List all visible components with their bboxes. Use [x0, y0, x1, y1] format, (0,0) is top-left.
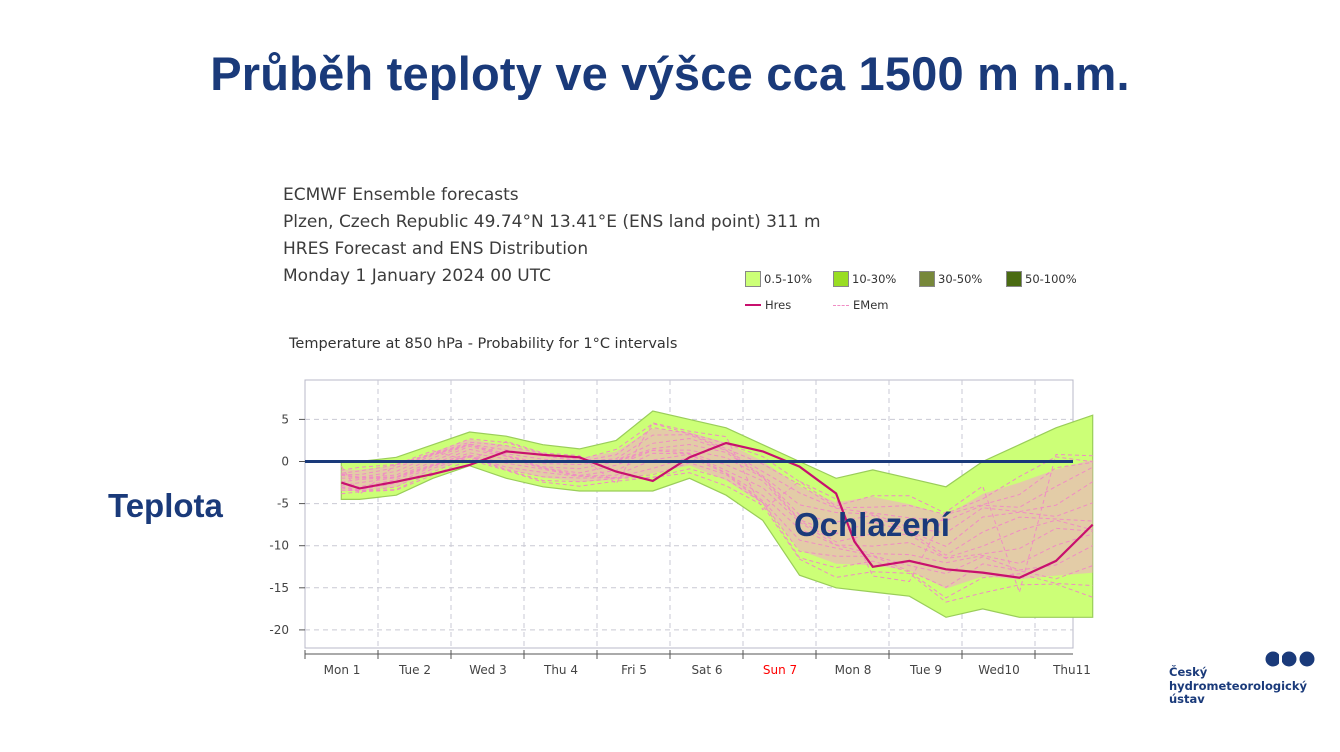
legend-label-hres: Hres	[765, 298, 792, 312]
x-tick-label-7: Mon 8	[835, 663, 872, 677]
ensemble-member-10	[341, 434, 1093, 522]
x-tick-label-1: Tue 2	[398, 663, 431, 677]
ensemble-member-0	[341, 459, 1093, 603]
ensemble-member-12	[341, 423, 1093, 515]
legend-item-emem: EMem	[833, 298, 888, 312]
slide-title: Průběh teploty ve výšce cca 1500 m n.m.	[210, 47, 1130, 100]
ensemble-member-6	[341, 448, 1093, 559]
legend-swatch-3	[1006, 271, 1022, 287]
legend-label-3: 50-100%	[1025, 272, 1077, 286]
x-tick-label-0: Mon 1	[324, 663, 361, 677]
x-tick-label-9: Wed10	[978, 663, 1019, 677]
x-tick-label-6: Sun 7	[763, 663, 797, 677]
chart-title: Temperature at 850 hPa - Probability for…	[289, 336, 678, 352]
legend-label-1: 10-30%	[852, 272, 897, 286]
logo-line1: Český	[1169, 665, 1208, 679]
logo-line3: ústav	[1169, 692, 1205, 706]
legend-item-1: 10-30%	[833, 271, 896, 287]
chart-header: ECMWF Ensemble forecasts Plzen, Czech Re…	[283, 182, 821, 290]
ensemble-member-11	[341, 426, 1093, 516]
legend-swatch-0	[745, 271, 761, 287]
x-tick-label-4: Fri 5	[621, 663, 647, 677]
y-tick-label-4: -15	[269, 581, 289, 595]
y-tick-label-3: -10	[269, 539, 289, 553]
x-tick-label-2: Wed 3	[469, 663, 507, 677]
chart-header-line4: Monday 1 January 2024 00 UTC	[283, 266, 551, 286]
legend-label-2: 30-50%	[938, 272, 983, 286]
legend-item-hres: Hres	[745, 298, 791, 312]
chmi-logo: Český hydrometeorologický ústav	[1169, 650, 1315, 707]
ensemble-member-9	[341, 437, 1093, 534]
line-layer	[305, 441, 1094, 579]
legend-item-3: 50-100%	[1006, 271, 1077, 287]
legend-item-0: 0.5-10%	[745, 271, 812, 287]
legend-label-emem: EMem	[853, 298, 889, 312]
ensemble-core-band	[341, 428, 1093, 589]
chart-header-line1: ECMWF Ensemble forecasts	[283, 185, 519, 205]
legend-line-emem	[833, 304, 849, 306]
callout-label: Ochlazení	[794, 506, 950, 543]
chart-header-line2: Plzen, Czech Republic 49.74°N 13.41°E (E…	[283, 212, 821, 232]
side-label: Teplota	[108, 487, 223, 524]
ensemble-member-7	[341, 445, 1093, 556]
y-tick-label-5: -20	[269, 623, 289, 637]
legend-label-0: 0.5-10%	[764, 272, 812, 286]
x-tick-label-3: Thu 4	[543, 663, 578, 677]
logo-line2: hydrometeorologický	[1169, 678, 1308, 693]
x-tick-label-5: Sat 6	[691, 663, 722, 677]
legend-line-hres	[745, 304, 761, 306]
y-tick-label-0: 5	[281, 412, 289, 426]
y-tick-label-2: -5	[277, 497, 289, 511]
series-hres-line	[340, 441, 1094, 579]
chart-header-line3: HRES Forecast and ENS Distribution	[283, 239, 589, 259]
legend-item-2: 30-50%	[919, 271, 982, 287]
x-tick-label-8: Tue 9	[909, 663, 942, 677]
y-tick-label-1: 0	[281, 455, 289, 469]
legend-swatch-2	[919, 271, 935, 287]
axis-layer: 5 0 -5 -10 -15 -20 Mon 1 Tue 2 Wed 3 Thu 4 Fri 5 Sa…	[269, 412, 1091, 677]
ensemble-member-8	[341, 443, 1093, 547]
x-tick-label-10: Thu11	[1052, 663, 1091, 677]
legend-swatch-1	[833, 271, 849, 287]
ensemble-member-1	[341, 456, 1093, 599]
logo-mark-icon	[1265, 651, 1315, 667]
